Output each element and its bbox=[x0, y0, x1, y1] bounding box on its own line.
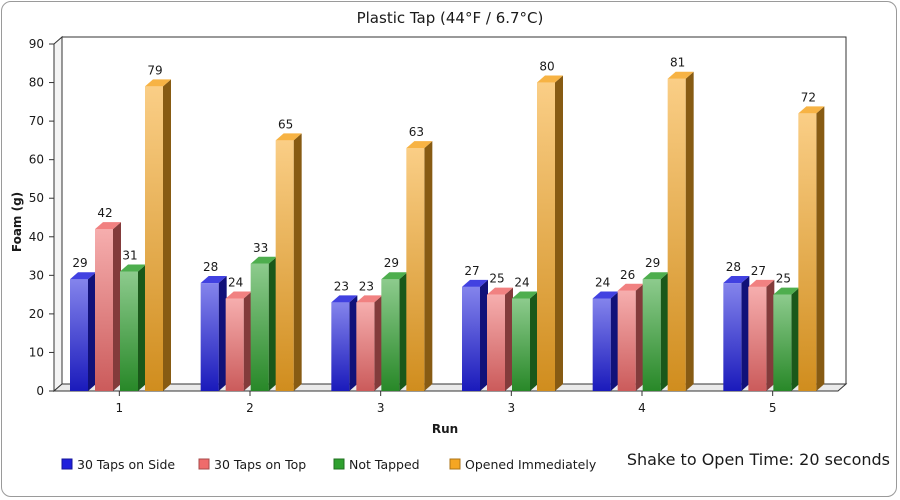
bar-value-label: 23 bbox=[334, 279, 349, 293]
bar bbox=[798, 106, 825, 392]
y-tick-label: 60 bbox=[29, 153, 44, 167]
bar-value-label: 29 bbox=[384, 256, 399, 270]
bar bbox=[537, 75, 563, 392]
legend-item: 30 Taps on Side bbox=[61, 457, 175, 472]
bar bbox=[667, 71, 694, 391]
bar bbox=[381, 272, 408, 391]
bar bbox=[617, 283, 644, 391]
bar bbox=[406, 141, 433, 391]
bar-value-label: 29 bbox=[72, 256, 87, 270]
y-tick-label: 80 bbox=[29, 76, 44, 90]
legend-label: 30 Taps on Top bbox=[214, 457, 306, 472]
bar bbox=[275, 133, 302, 391]
x-tick-label: 5 bbox=[769, 401, 777, 415]
x-tick-label: 3 bbox=[377, 401, 385, 415]
data-labels: 29 42 31 79 28 24 33 65 23 23 29 63 27 25 24 80 24 26 29 81… bbox=[72, 56, 816, 294]
legend-swatch bbox=[61, 458, 73, 470]
bar-value-label: 24 bbox=[228, 275, 243, 289]
bar-value-label: 29 bbox=[645, 256, 660, 270]
legend-swatch bbox=[449, 458, 461, 470]
bar bbox=[120, 264, 146, 391]
legend-swatch bbox=[333, 458, 345, 470]
y-tick-label: 20 bbox=[29, 307, 44, 321]
y-tick-label: 10 bbox=[29, 345, 44, 359]
bar bbox=[642, 272, 669, 391]
x-tick-label: 2 bbox=[246, 401, 254, 415]
bar-value-label: 28 bbox=[726, 260, 741, 274]
bar bbox=[487, 287, 513, 391]
bar-value-label: 81 bbox=[670, 56, 685, 70]
bar-value-label: 63 bbox=[409, 125, 424, 139]
y-axis-title: Foam (g) bbox=[10, 192, 24, 252]
bar-value-label: 31 bbox=[122, 248, 137, 262]
bar bbox=[462, 279, 488, 391]
legend-item: 30 Taps on Top bbox=[198, 457, 306, 472]
bar-value-label: 24 bbox=[595, 275, 610, 289]
x-axis-title: Run bbox=[432, 422, 458, 436]
bar bbox=[70, 272, 96, 391]
bar bbox=[723, 276, 750, 391]
shake-time-note: Shake to Open Time: 20 seconds bbox=[627, 450, 890, 469]
bar bbox=[95, 222, 121, 391]
bar bbox=[512, 291, 538, 391]
legend-item: Opened Immediately bbox=[449, 457, 597, 472]
chart-title: Plastic Tap (44°F / 6.7°C) bbox=[357, 9, 544, 27]
bar bbox=[200, 276, 227, 391]
bar-value-label: 33 bbox=[253, 241, 268, 255]
y-tick-label: 50 bbox=[29, 191, 44, 205]
legend-label: Not Tapped bbox=[349, 457, 420, 472]
bar-value-label: 72 bbox=[801, 90, 816, 104]
y-tick-label: 90 bbox=[29, 37, 44, 51]
legend: 30 Taps on Side 30 Taps on Top Not Tapped O… bbox=[61, 457, 597, 472]
bar bbox=[356, 295, 383, 391]
bar-value-label: 27 bbox=[751, 264, 766, 278]
bar bbox=[331, 295, 358, 391]
y-tick-label: 40 bbox=[29, 230, 44, 244]
bar-value-label: 25 bbox=[776, 272, 791, 286]
bar-value-label: 27 bbox=[464, 264, 479, 278]
bar-value-label: 24 bbox=[514, 275, 529, 289]
bar bbox=[145, 79, 171, 392]
bar-value-label: 65 bbox=[278, 117, 293, 131]
bar-value-label: 42 bbox=[97, 206, 112, 220]
x-tick-label: 1 bbox=[116, 401, 124, 415]
bar bbox=[592, 291, 619, 391]
bar bbox=[748, 279, 775, 391]
y-tick-label: 30 bbox=[29, 268, 44, 282]
bar-value-label: 23 bbox=[359, 279, 374, 293]
legend-item: Not Tapped bbox=[333, 457, 420, 472]
legend-swatch bbox=[198, 458, 210, 470]
x-tick-label: 3 bbox=[508, 401, 516, 415]
bar-value-label: 80 bbox=[539, 60, 554, 74]
y-tick-label: 0 bbox=[36, 384, 44, 398]
bar-value-label: 25 bbox=[489, 272, 504, 286]
y-tick-label: 70 bbox=[29, 114, 44, 128]
bar-value-label: 28 bbox=[203, 260, 218, 274]
legend-label: Opened Immediately bbox=[465, 457, 597, 472]
bars bbox=[70, 71, 825, 392]
bar bbox=[773, 287, 800, 391]
bar bbox=[250, 256, 277, 391]
bar-value-label: 79 bbox=[147, 63, 162, 77]
bar-value-label: 26 bbox=[620, 268, 635, 282]
legend-label: 30 Taps on Side bbox=[77, 457, 175, 472]
bar bbox=[225, 291, 252, 391]
x-tick-label: 4 bbox=[638, 401, 646, 415]
